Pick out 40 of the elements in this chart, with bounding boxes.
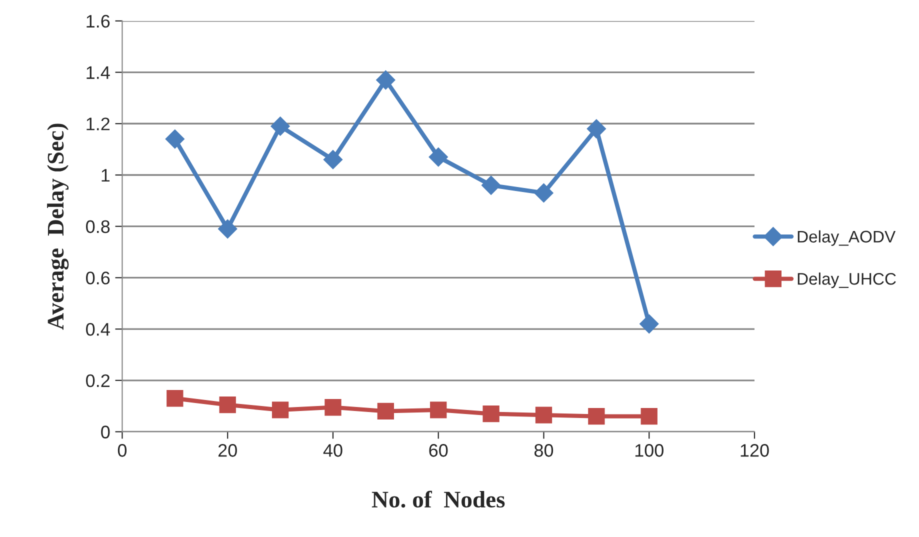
point bbox=[482, 176, 501, 195]
point bbox=[482, 405, 500, 422]
x-tick-label: 60 bbox=[429, 444, 448, 457]
point bbox=[430, 402, 447, 418]
y-tick-label: 1.2 bbox=[86, 118, 110, 130]
y-tick-label: 0.6 bbox=[86, 272, 110, 284]
point bbox=[376, 70, 396, 90]
y-axis-title: Average Delay (Sec) bbox=[47, 124, 69, 330]
legend-label: Delay_UHCC bbox=[798, 272, 896, 288]
point bbox=[534, 183, 554, 202]
point bbox=[270, 116, 290, 136]
y-tick-label: 0.2 bbox=[86, 374, 110, 388]
y-tick-label: 1.6 bbox=[86, 14, 110, 28]
point bbox=[428, 147, 448, 167]
point bbox=[165, 130, 184, 149]
y-tick-label: 0 bbox=[101, 426, 110, 438]
x-tick-label: 40 bbox=[323, 444, 342, 457]
point bbox=[218, 219, 238, 238]
point bbox=[166, 390, 184, 407]
point bbox=[588, 408, 605, 425]
point bbox=[377, 402, 394, 420]
point bbox=[323, 150, 343, 170]
x-tick-label: 0 bbox=[118, 444, 127, 457]
point bbox=[640, 408, 658, 425]
point bbox=[535, 406, 552, 424]
y-tick-label: 0.8 bbox=[86, 220, 110, 234]
point bbox=[586, 119, 606, 138]
point bbox=[219, 396, 236, 414]
x-tick-label: 80 bbox=[534, 444, 554, 457]
x-tick-label: 100 bbox=[635, 444, 664, 457]
x-tick-label: 120 bbox=[740, 444, 769, 457]
point bbox=[640, 314, 659, 334]
legend-label: Delay_AODV bbox=[798, 230, 896, 246]
x-axis-title: No. of Nodes bbox=[372, 490, 505, 508]
y-tick-label: 0.4 bbox=[86, 322, 110, 336]
x-tick-label: 20 bbox=[218, 444, 237, 457]
y-tick-label: 1.4 bbox=[86, 66, 110, 79]
y-tick-label: 1 bbox=[102, 169, 110, 182]
point bbox=[272, 402, 289, 418]
point bbox=[324, 399, 342, 416]
